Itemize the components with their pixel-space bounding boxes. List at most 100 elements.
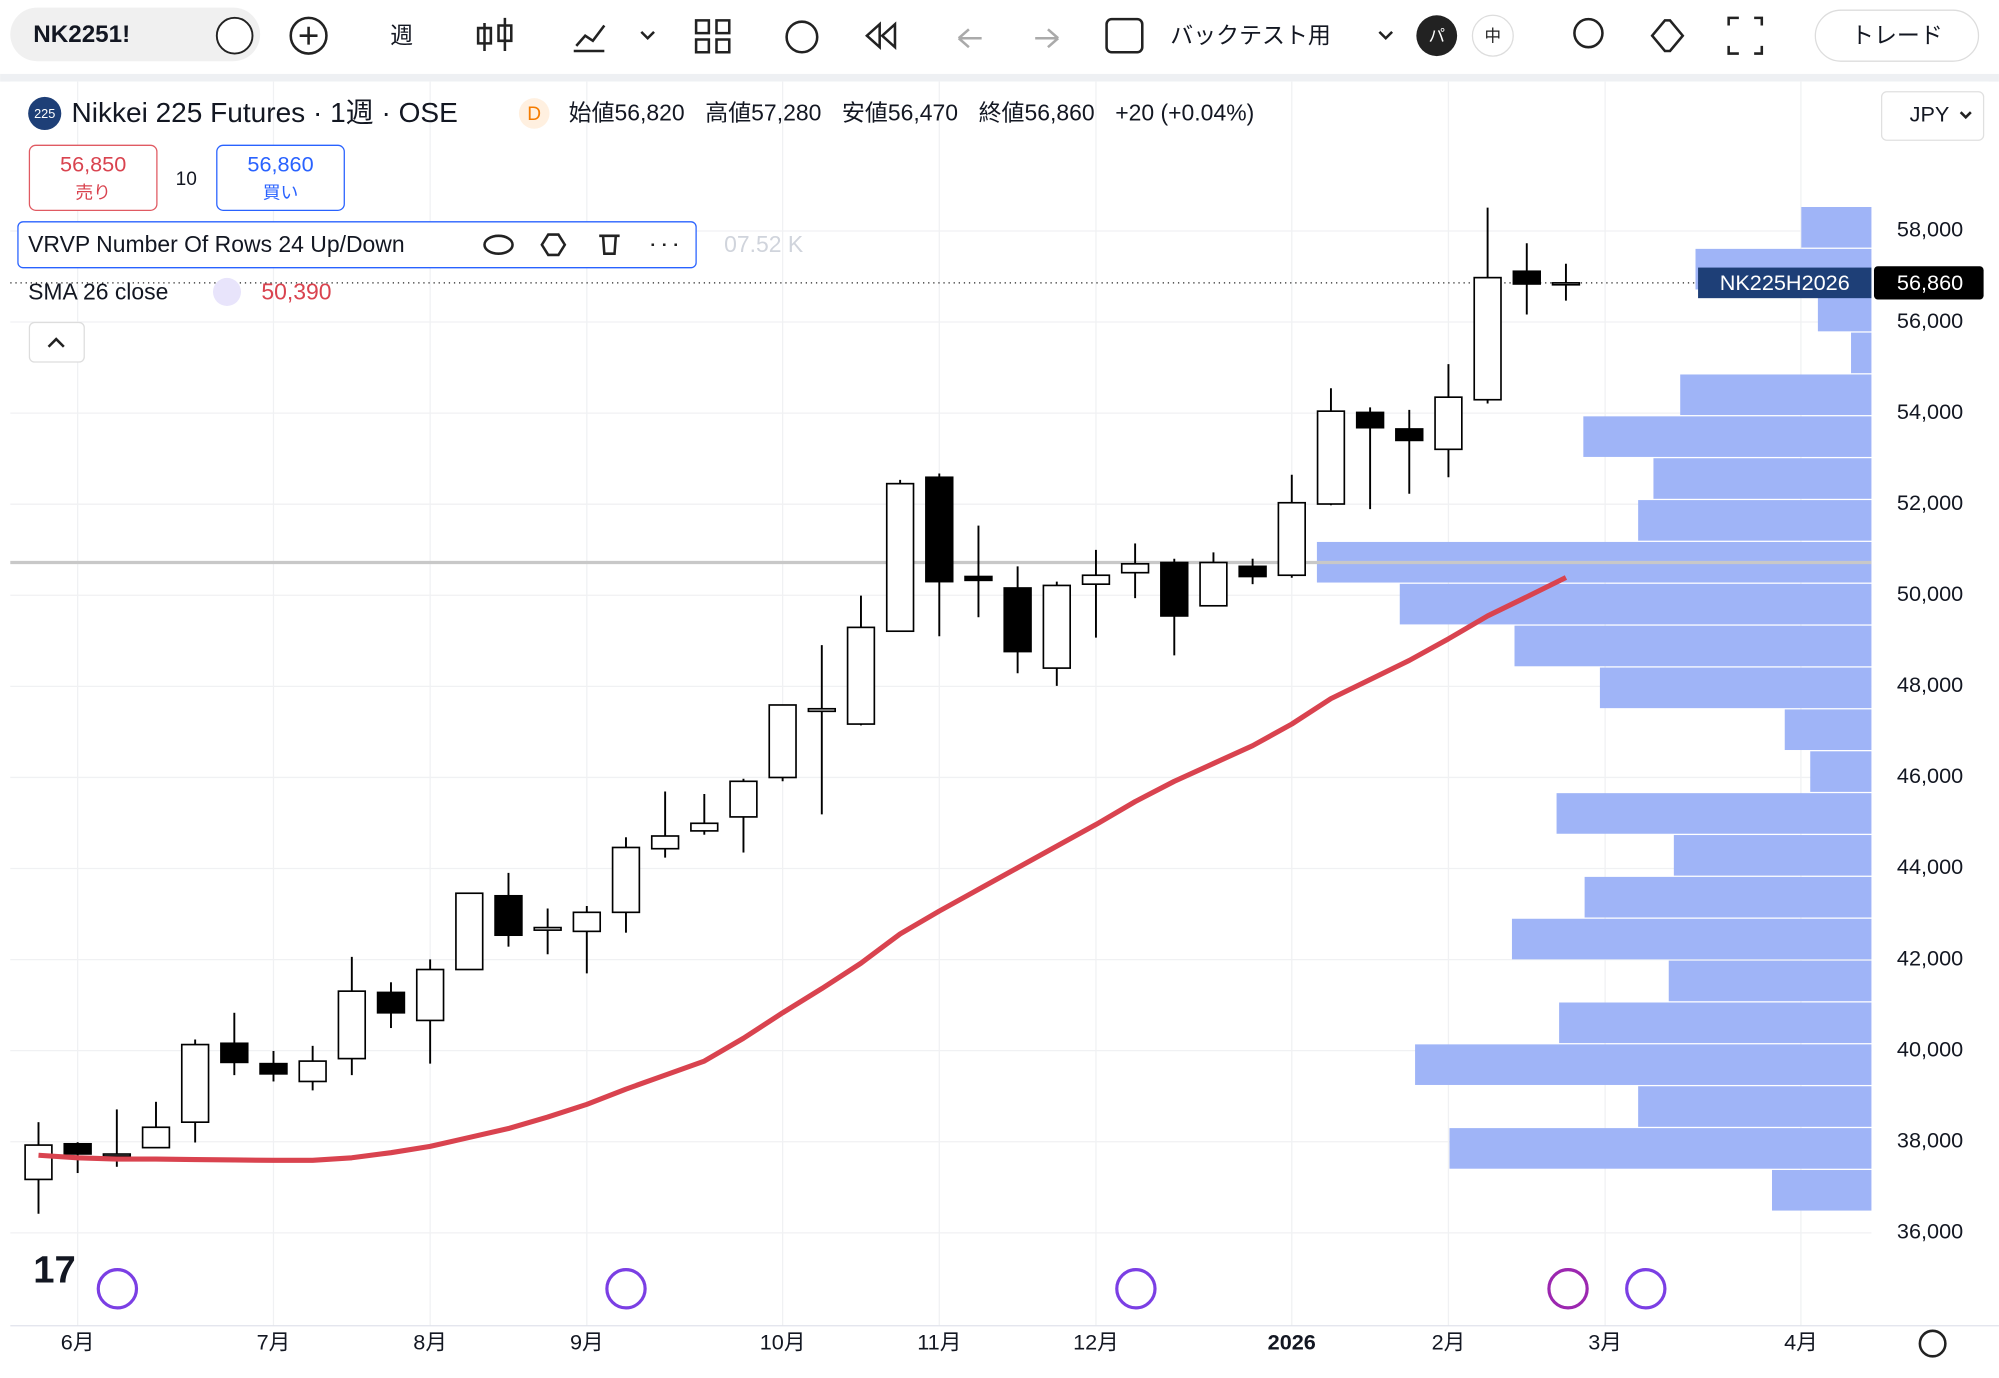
candle-body [1120, 562, 1150, 574]
candle-icon[interactable] [476, 17, 513, 51]
y-tick-label: 36,000 [1897, 1219, 1963, 1244]
candle-body [102, 1153, 132, 1157]
candle-body [298, 1060, 327, 1083]
backtest-label[interactable]: バックテスト用 [1170, 22, 1331, 48]
indicator-name: SMA 26 close [28, 278, 168, 304]
badge[interactable] [1416, 15, 1458, 57]
replay-icon[interactable] [865, 21, 897, 51]
indicator-name: VRVP Number Of Rows 24 Up/Down [28, 231, 405, 257]
x-tick-label: 8月 [413, 1329, 447, 1354]
chevron [1959, 111, 1972, 120]
y-tick-label: 44,000 [1897, 854, 1963, 879]
vrvp-value: 07.52 K [724, 231, 804, 257]
price-tag-label: 56,860 [1897, 270, 1963, 295]
volume-row [1599, 667, 1872, 709]
candle-body [1238, 565, 1267, 578]
settings-icon[interactable] [1918, 1329, 1947, 1358]
logo-text: 225 [34, 106, 55, 121]
plus [299, 26, 318, 45]
trade-button[interactable] [1814, 9, 1980, 62]
ohlc-part: 高値 [705, 100, 751, 126]
currency-button[interactable] [1880, 91, 1985, 141]
candle-body [494, 894, 523, 937]
badge[interactable] [1471, 14, 1514, 57]
symbol-logo [28, 96, 62, 131]
delete-icon[interactable] [599, 234, 620, 255]
tv-logo: 17 [33, 1248, 76, 1291]
badge-text: 中 [1485, 26, 1502, 45]
currency: JPY [1910, 102, 1950, 127]
volume-row [1638, 500, 1872, 541]
search-icon[interactable] [1573, 17, 1604, 49]
event-icon [96, 1268, 139, 1310]
symbol-button[interactable] [10, 7, 261, 62]
x-tick-label: 2026 [1268, 1329, 1316, 1354]
volume-row [1514, 625, 1872, 667]
candle-body [455, 892, 484, 971]
sync-icon[interactable] [212, 277, 242, 306]
y-tick-label: 40,000 [1897, 1036, 1963, 1061]
undo[interactable] [957, 28, 982, 49]
ohlc-part: 57,280 [751, 100, 821, 126]
compare-icon[interactable] [289, 16, 328, 55]
sell: 売り [75, 182, 111, 202]
settings-icon[interactable] [1650, 19, 1685, 53]
event-icon [1625, 1268, 1667, 1310]
interval[interactable]: 週 [390, 22, 413, 48]
y-tick-label: 38,000 [1897, 1127, 1963, 1152]
add-icon[interactable] [215, 16, 254, 55]
candle-body [1355, 411, 1385, 429]
x-tick-label: 10月 [760, 1329, 806, 1354]
candle-body [220, 1042, 249, 1064]
y-tick-label: 48,000 [1897, 672, 1963, 697]
candle-body [1199, 561, 1228, 607]
y-tick-label: 46,000 [1897, 763, 1963, 788]
x-tick-label: 12月 [1073, 1329, 1119, 1354]
ohlc-part: 安値 [842, 100, 888, 126]
indicator-icon[interactable] [573, 24, 606, 53]
buy: 買い [263, 182, 299, 202]
candle-body [1395, 428, 1424, 442]
volume-row [1559, 1002, 1872, 1044]
checkbox[interactable] [1105, 17, 1144, 54]
sell-price: 56,850 [60, 151, 126, 176]
price-tag [1873, 266, 1984, 300]
ohlc: 始値56,820 高値57,280 安値56,470 終値56,860 +20 (+0.… [569, 100, 1255, 126]
volume-row [1638, 1086, 1872, 1127]
x-tick-label: 9月 [570, 1329, 604, 1354]
trade-label: トレード [1851, 22, 1943, 48]
candle-body [964, 575, 993, 582]
volume-row [1583, 416, 1872, 457]
sell-button[interactable] [28, 144, 158, 211]
y-tick-label: 52,000 [1897, 490, 1963, 515]
volume-row [1653, 458, 1872, 499]
chevron[interactable] [1378, 30, 1394, 41]
candle-body [337, 990, 367, 1060]
indicator-row[interactable] [17, 221, 697, 269]
settings-icon[interactable] [540, 233, 567, 257]
eye-icon[interactable] [483, 234, 514, 255]
divider [0, 73, 1999, 82]
candle-body [415, 968, 445, 1022]
candle-body [1003, 587, 1032, 653]
alert-icon[interactable] [785, 20, 819, 54]
buy-button[interactable] [216, 144, 345, 211]
collapse-button[interactable] [28, 321, 85, 363]
candle-body [180, 1043, 210, 1124]
qty[interactable]: 10 [176, 169, 197, 190]
ohlc-part: 56,470 [888, 100, 958, 126]
candle-body [1277, 501, 1306, 577]
volume-row [1449, 1128, 1872, 1169]
fullscreen-icon[interactable] [1727, 16, 1764, 55]
redo[interactable] [1035, 28, 1059, 49]
x-tick-label: 2月 [1432, 1329, 1466, 1354]
chevron[interactable] [640, 30, 655, 41]
symbol[interactable]: NK2251! [33, 21, 130, 48]
x-tick-label: 7月 [257, 1329, 291, 1354]
badge-text: パ [1428, 26, 1445, 45]
layout-icon[interactable] [694, 19, 731, 54]
volume-row [1668, 960, 1872, 1002]
plot: 36,000 38,000 40,000 42,000 44,000 46,000 48,0… [10, 81, 1999, 1354]
volume-row [1673, 835, 1872, 876]
